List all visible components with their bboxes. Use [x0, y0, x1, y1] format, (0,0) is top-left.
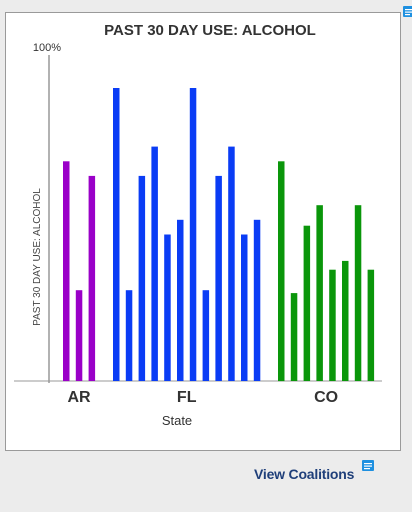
bar-co-3[interactable]	[303, 225, 311, 381]
bar-co-5[interactable]	[329, 269, 336, 381]
bar-fl-3[interactable]	[138, 175, 146, 381]
bar-fl-12[interactable]	[253, 219, 261, 381]
bar-ar-3[interactable]	[88, 175, 96, 381]
chart: PAST 30 DAY USE: ALCOHOL 100% PAST 30 DA…	[14, 22, 382, 428]
x-tick-label-fl: FL	[177, 389, 197, 406]
bar-fl-4[interactable]	[151, 146, 158, 381]
chart-panel: PAST 30 DAY USE: ALCOHOL 100% PAST 30 DA…	[5, 12, 401, 451]
x-tick-labels: AR FL CO	[67, 389, 338, 406]
chart-title: PAST 30 DAY USE: ALCOHOL	[104, 22, 316, 39]
bar-fl-7[interactable]	[189, 88, 197, 381]
bar-co-6[interactable]	[342, 260, 349, 381]
x-tick-label-co: CO	[314, 389, 338, 406]
bar-fl-8[interactable]	[202, 290, 210, 381]
bar-co-8[interactable]	[367, 269, 375, 381]
x-axis-label: State	[162, 413, 192, 428]
bar-ar-1[interactable]	[63, 161, 70, 382]
x-tick-label-ar: AR	[67, 389, 91, 406]
bar-co-4[interactable]	[316, 205, 323, 381]
view-coalitions-link[interactable]: View Coalitions	[254, 466, 355, 482]
bar-fl-5[interactable]	[164, 234, 171, 382]
bar-ar-2[interactable]	[75, 290, 83, 381]
note-icon[interactable]	[403, 6, 412, 20]
bar-co-2[interactable]	[290, 293, 298, 381]
y-axis-label: PAST 30 DAY USE: ALCOHOL	[32, 188, 43, 326]
bars-group	[63, 88, 375, 382]
bar-co-1[interactable]	[278, 161, 285, 382]
note-icon[interactable]	[362, 460, 375, 473]
bar-fl-10[interactable]	[228, 146, 235, 381]
bar-fl-1[interactable]	[113, 88, 120, 381]
y-axis-top-tick: 100%	[33, 42, 61, 54]
bar-fl-9[interactable]	[215, 175, 222, 381]
bar-co-7[interactable]	[354, 205, 362, 381]
bar-fl-2[interactable]	[125, 290, 133, 381]
bar-fl-6[interactable]	[177, 219, 184, 381]
bar-fl-11[interactable]	[241, 234, 248, 382]
